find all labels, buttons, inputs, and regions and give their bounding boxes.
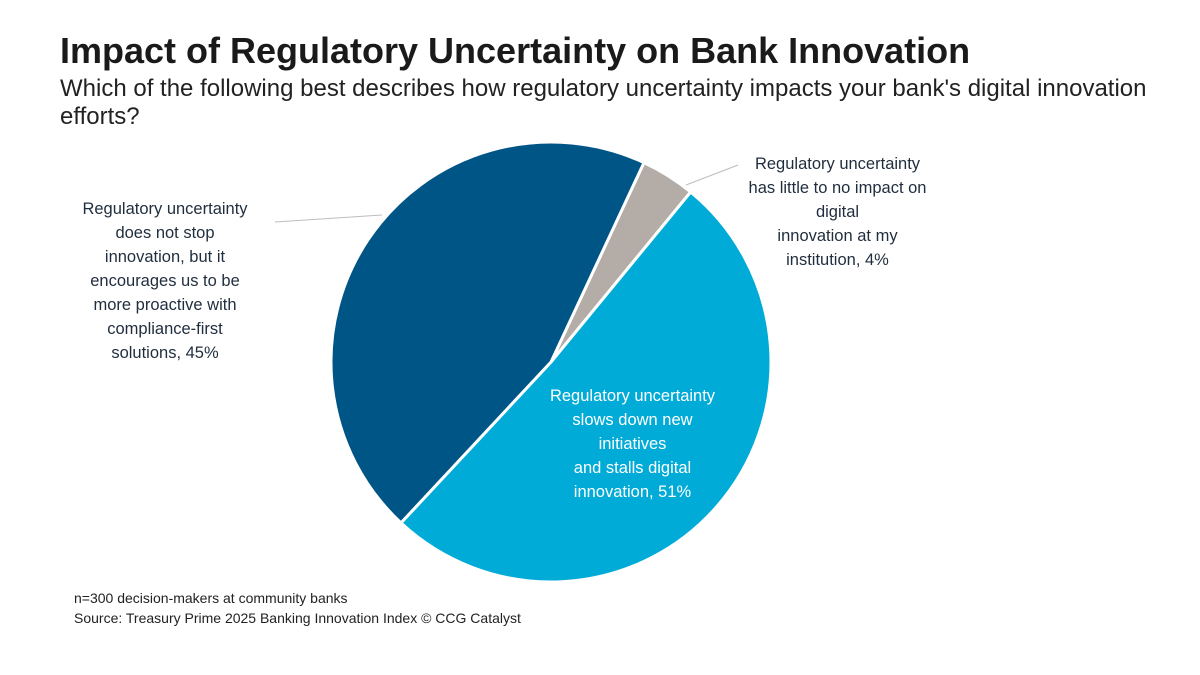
leader-line-45 bbox=[274, 214, 383, 223]
slice-label-45: Regulatory uncertainty does not stop innov… bbox=[55, 197, 275, 365]
chart-subtitle: Which of the following best describes ho… bbox=[60, 75, 1147, 130]
slice-label-line: digital bbox=[815, 203, 860, 221]
slice-label-line: Regulatory uncertainty bbox=[549, 387, 716, 405]
slice-label-line: slows down new bbox=[572, 411, 693, 429]
slice-label-line: more proactive with bbox=[93, 296, 237, 314]
slice-label-4: Regulatory uncertainty has little to no i… bbox=[725, 152, 950, 272]
slice-label-line: does not stop bbox=[115, 224, 215, 242]
footnote: n=300 decision-makers at community banks… bbox=[74, 588, 521, 628]
slice-label-line: has little to no impact on bbox=[748, 179, 927, 197]
slice-label-line: Regulatory uncertainty bbox=[82, 200, 248, 218]
slice-label-line: initiatives bbox=[598, 435, 667, 453]
slice-label-line: solutions, 45% bbox=[111, 344, 219, 362]
slice-label-line: compliance-first bbox=[107, 320, 223, 338]
slice-label-line: Regulatory uncertainty bbox=[754, 155, 921, 173]
slice-label-line: institution, 4% bbox=[786, 251, 889, 269]
pie-slice-45 bbox=[329, 140, 646, 525]
slice-label-line: and stalls digital bbox=[573, 459, 692, 477]
pie-slice-51 bbox=[399, 190, 773, 584]
slice-label-line: innovation at my bbox=[777, 227, 898, 245]
sample-note: n=300 decision-makers at community banks bbox=[74, 590, 348, 606]
source-note: Source: Treasury Prime 2025 Banking Inno… bbox=[74, 610, 521, 626]
slice-label-line: encourages us to be bbox=[90, 272, 240, 290]
slice-label-line: innovation, 51% bbox=[573, 483, 692, 501]
slice-label-line: innovation, but it bbox=[104, 248, 226, 266]
chart-title: Impact of Regulatory Uncertainty on Bank… bbox=[60, 30, 971, 71]
slice-label-51: Regulatory uncertainty slows down new init… bbox=[525, 384, 740, 504]
leader-line-4 bbox=[685, 164, 739, 186]
